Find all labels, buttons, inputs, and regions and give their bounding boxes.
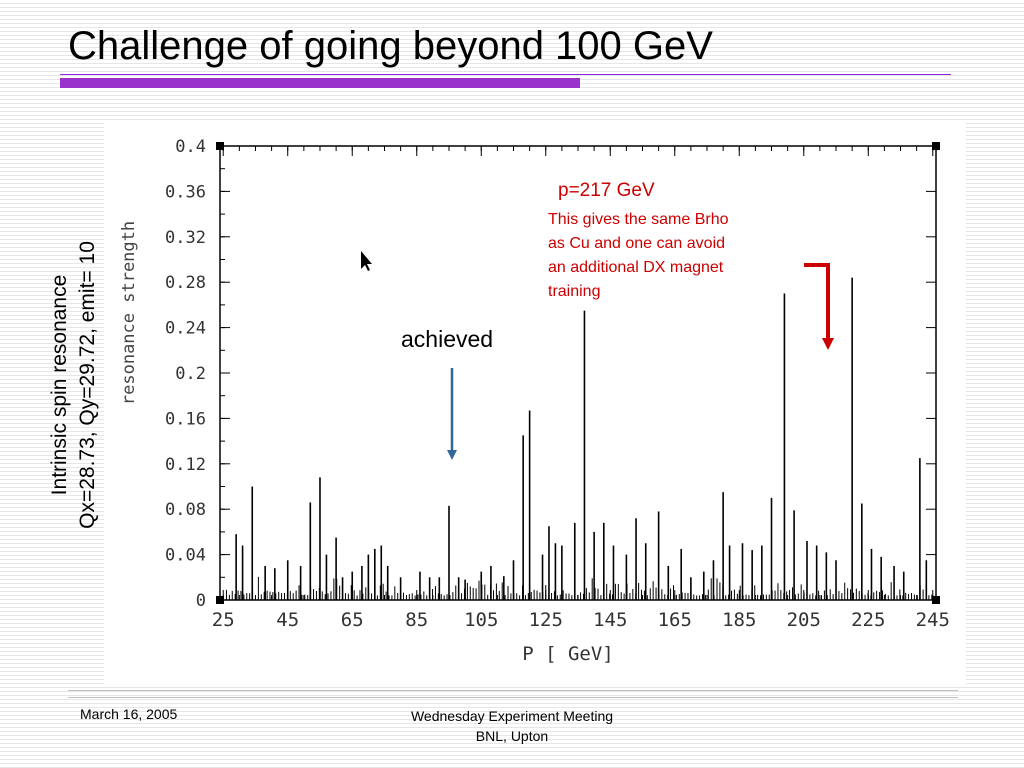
footer-meeting: Wednesday Experiment Meeting BNL, Upton [411, 706, 613, 746]
x-tick-label: 105 [464, 609, 498, 631]
footer-meeting-name: Wednesday Experiment Meeting [410, 708, 614, 724]
chart-panel: 0 0.04 0.08 0.12 0.16 0.2 0.24 0.28 0.32 0.36 0.4 2… [104, 120, 966, 686]
y-tick-label: 0.16 [165, 409, 206, 429]
x-tick-label: 65 [341, 609, 364, 631]
caption-line-2: Qx=28.73, Qy=29.72, emit= 10 [76, 241, 99, 529]
footer-location: BNL, Upton [475, 728, 549, 744]
title-rule-thin [60, 74, 951, 75]
y-tick-label: 0.12 [165, 455, 206, 475]
x-tick-label: 185 [722, 609, 756, 631]
intrinsic-spin-caption: Intrinsic spin resonance Qx=28.73, Qy=29… [46, 241, 102, 529]
x-tick-label: 125 [529, 609, 563, 631]
y-tick-label: 0.32 [165, 228, 206, 248]
annotation-line-4: training [548, 283, 601, 300]
x-tick-label: 205 [787, 609, 821, 631]
annotation-arrow-shaft [804, 263, 830, 338]
cursor-icon [361, 251, 372, 271]
achieved-label: achieved [401, 326, 494, 352]
y-tick-label: 0.4 [175, 137, 206, 157]
y-axis-label: resonance strength [119, 221, 139, 405]
achieved-arrow-head [447, 450, 457, 460]
annotation-line-3: an additional DX magnet [548, 259, 724, 276]
x-tick-label: 165 [658, 609, 692, 631]
y-tick-label: 0.24 [165, 319, 206, 339]
x-tick-label: 85 [405, 609, 428, 631]
annotation-title: p=217 GeV [558, 180, 655, 201]
annotation-line-1: This gives the same Brho [548, 211, 729, 228]
caption-line-1: Intrinsic spin resonance [48, 274, 71, 496]
x-axis-label: P [ GeV] [522, 643, 614, 665]
y-tick-label: 0 [196, 591, 206, 611]
y-tick-label: 0.08 [165, 500, 206, 520]
annotation-arrow-head [822, 338, 834, 350]
title-rule-thick [60, 78, 580, 88]
slide-title: Challenge of going beyond 100 GeV [68, 24, 713, 68]
x-tick-label: 45 [276, 609, 299, 631]
resonance-chart: 0 0.04 0.08 0.12 0.16 0.2 0.24 0.28 0.32 0.36 0.4 2… [119, 137, 950, 665]
y-tick-label: 0.36 [165, 182, 206, 202]
x-tick-label: 145 [593, 609, 627, 631]
footer-rule-top [68, 690, 958, 691]
x-tick-label: 225 [851, 609, 885, 631]
y-tick-label: 0.28 [165, 273, 206, 293]
x-tick-label: 245 [916, 609, 950, 631]
annotation-body: This gives the same Brho as Cu and one c… [548, 208, 818, 304]
annotation-line-2: as Cu and one can avoid [548, 235, 726, 252]
footer-rule-bottom [68, 697, 958, 698]
footer-date: March 16, 2005 [80, 706, 178, 722]
y-tick-label: 0.2 [175, 364, 206, 384]
y-tick-label: 0.04 [165, 546, 206, 566]
x-tick-label: 25 [212, 609, 235, 631]
